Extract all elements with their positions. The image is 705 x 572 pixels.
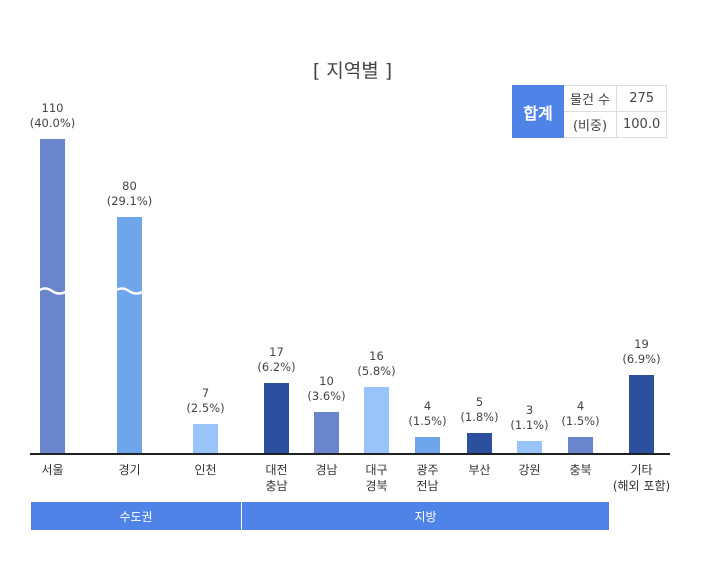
summary-label: 물건 수	[562, 85, 618, 112]
value-label: 3	[525, 402, 534, 417]
value-label: 16	[369, 349, 384, 364]
value-label: 4	[576, 398, 585, 413]
bar	[364, 387, 389, 453]
bar	[629, 375, 654, 453]
value-label: 19	[634, 337, 649, 352]
value-label: 80	[122, 179, 137, 193]
percent-label: (1.5%)	[561, 413, 600, 428]
value-label: 110	[41, 101, 64, 115]
percent-label: (6.2%)	[257, 360, 296, 375]
category-label: 강원	[518, 463, 541, 477]
category-label: 대구 경북	[365, 463, 388, 493]
data-label: 80 (29.1%)	[90, 179, 170, 209]
category-label: 경기	[118, 463, 141, 477]
data-label: 19 (6.9%)	[602, 337, 682, 367]
category-label: 인천	[194, 463, 217, 477]
category-label: 부산	[468, 463, 491, 477]
summary-header: 합계	[512, 85, 564, 138]
axis-break-icon	[38, 287, 67, 295]
data-label: 5 (1.8%)	[440, 395, 520, 425]
percent-label: (1.8%)	[460, 409, 499, 424]
category-label: 광주 전남	[416, 463, 439, 493]
value-label: 4	[423, 398, 432, 413]
bar	[415, 436, 440, 453]
category-label: 충북	[569, 463, 592, 477]
value-label: 17	[269, 345, 284, 360]
data-label: 3 (1.1%)	[490, 403, 570, 433]
summary-value: 100.0	[616, 111, 668, 138]
value-label: 10	[319, 374, 334, 388]
summary-table: 합계 물건 수 275 (비중) 100.0	[512, 85, 668, 138]
value-label: 7	[201, 386, 210, 401]
data-label: 4 (1.5%)	[388, 399, 468, 429]
data-label: 16 (5.8%)	[337, 349, 417, 379]
percent-label: (2.5%)	[186, 401, 225, 416]
bar	[193, 424, 218, 453]
category-label: 서울	[41, 463, 64, 477]
data-label: 110 (40.0%)	[13, 101, 93, 131]
summary-value: 275	[616, 85, 668, 112]
data-label: 7 (2.5%)	[166, 386, 246, 416]
category-label: 기타 (해외 포함)	[612, 463, 671, 493]
category-label: 대전 충남	[265, 463, 288, 493]
group-band: 수도권	[31, 502, 241, 530]
percent-label: (1.5%)	[408, 413, 447, 428]
chart-title: [ 지역별 ]	[312, 60, 393, 82]
bar	[517, 440, 542, 453]
percent-label: (40.0%)	[29, 116, 76, 130]
percent-label: (5.8%)	[357, 364, 396, 379]
summary-label: (비중)	[562, 111, 618, 138]
bar	[38, 139, 67, 453]
percent-label: (1.1%)	[510, 417, 549, 432]
bar	[568, 436, 593, 453]
group-band: 지방	[242, 502, 609, 530]
value-label: 5	[475, 394, 484, 409]
x-axis-line	[30, 453, 670, 455]
bar	[264, 383, 289, 453]
data-label: 17 (6.2%)	[237, 345, 317, 375]
axis-break-icon	[115, 287, 144, 295]
data-label: 4 (1.5%)	[541, 399, 621, 429]
bar	[314, 412, 339, 453]
category-label: 경남	[315, 463, 338, 477]
bar	[115, 217, 144, 453]
bar	[467, 432, 492, 453]
percent-label: (3.6%)	[307, 389, 346, 403]
percent-label: (6.9%)	[622, 352, 661, 367]
percent-label: (29.1%)	[106, 194, 153, 208]
data-label: 10 (3.6%)	[287, 374, 367, 404]
group-divider	[241, 507, 242, 525]
